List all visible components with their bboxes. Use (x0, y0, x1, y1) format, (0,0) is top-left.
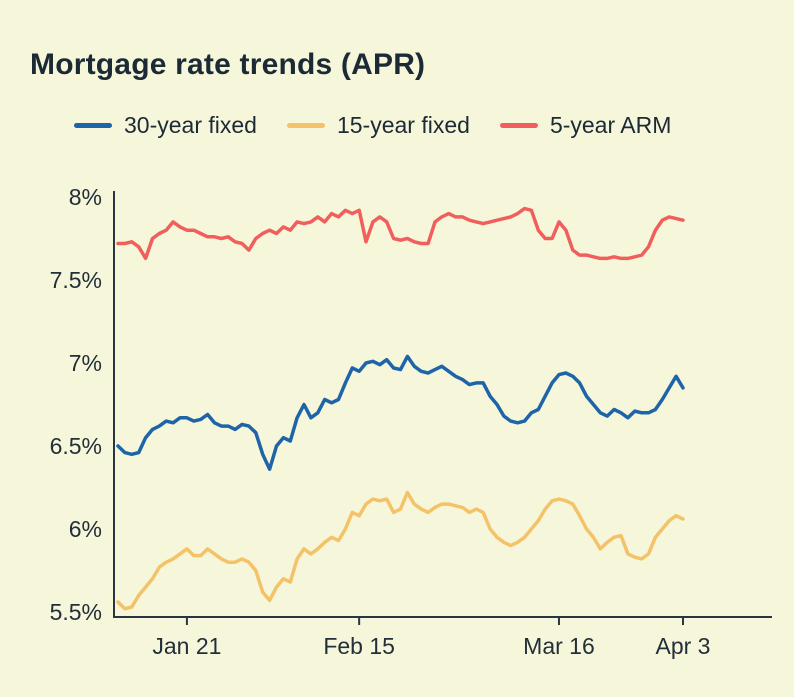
y-tick-label: 7% (69, 350, 102, 376)
x-tick-label: Apr 3 (656, 633, 711, 659)
x-tick-label: Feb 15 (323, 633, 395, 659)
y-tick-label: 5.5% (50, 599, 102, 625)
legend: 30-year fixed 15-year fixed 5-year ARM (74, 112, 671, 139)
legend-item-15-year-fixed: 15-year fixed (286, 112, 470, 139)
legend-swatch (74, 123, 112, 128)
legend-label: 5-year ARM (549, 112, 672, 138)
series-line (116, 490, 685, 611)
y-tick-label: 7.5% (50, 267, 102, 293)
series-line (116, 206, 685, 261)
x-tick-label: Mar 16 (523, 633, 595, 659)
y-tick-label: 8% (69, 184, 102, 210)
legend-label: 15-year fixed (336, 112, 470, 138)
legend-item-30-year-fixed: 30-year fixed (74, 112, 257, 139)
legend-swatch (286, 123, 325, 128)
x-tick-label: Jan 21 (152, 633, 221, 659)
y-tick-label: 6.5% (50, 433, 102, 459)
legend-swatch (499, 123, 538, 128)
chart-title: Mortgage rate trends (APR) (30, 48, 426, 82)
legend-item-5-year-arm: 5-year ARM (499, 112, 672, 139)
y-tick-label: 6% (69, 516, 102, 542)
legend-label: 30-year fixed (124, 112, 257, 138)
series-line (116, 354, 685, 471)
